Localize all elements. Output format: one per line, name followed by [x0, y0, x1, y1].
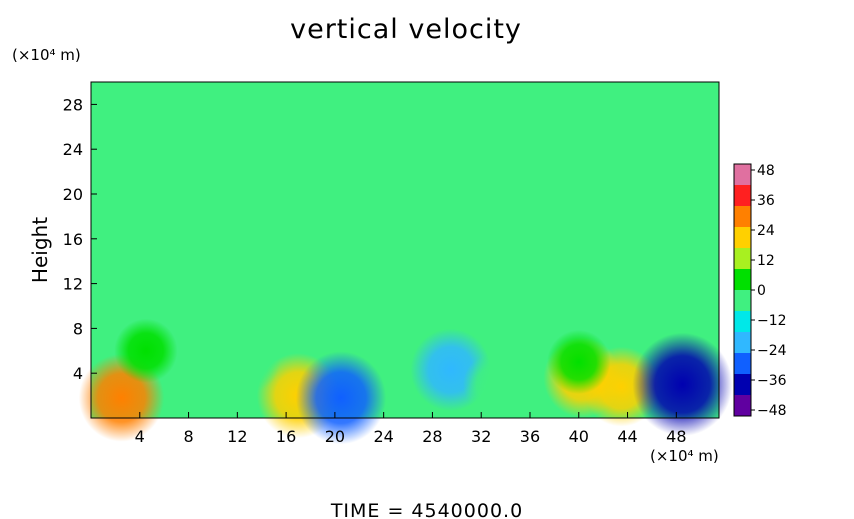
chart-title: vertical velocity: [290, 14, 522, 45]
x-unit-label: (×10⁴ m): [650, 447, 719, 465]
y-tick-label: 20: [63, 185, 83, 204]
colorbar-tick-label: −36: [757, 373, 787, 389]
colorbar-block: [734, 248, 751, 269]
y-tick-label: 28: [63, 95, 83, 114]
y-axis-ticks: 4 8 12 16 20 24 28: [63, 95, 97, 383]
x-tick-label: 40: [569, 427, 589, 446]
x-tick-label: 32: [471, 427, 491, 446]
field-features: [78, 318, 733, 445]
colorbar-block: [734, 185, 751, 206]
colorbar-block: [734, 311, 751, 332]
time-annotation: TIME = 4540000.0: [330, 500, 523, 519]
colorbar-block: [734, 206, 751, 227]
x-tick-label: 24: [373, 427, 393, 446]
x-tick-label: 16: [276, 427, 296, 446]
x-tick-label: 36: [520, 427, 540, 446]
colorbar-labels: 48 36 24 12 0 −12 −24 −36 −48: [751, 163, 787, 419]
colorbar-blocks: [734, 164, 751, 416]
y-tick-label: 16: [63, 230, 83, 249]
y-tick-label: 8: [73, 319, 83, 338]
colorbar-tick-label: 48: [757, 163, 775, 179]
field-feature: [114, 318, 178, 383]
field-feature: [462, 353, 524, 416]
x-tick-label: 20: [325, 427, 345, 446]
colorbar-tick-label: 24: [757, 223, 775, 239]
colorbar-tick-label: 0: [757, 283, 766, 299]
x-tick-label: 28: [422, 427, 442, 446]
x-tick-label: 8: [183, 427, 193, 446]
colorbar-tick-label: 12: [757, 253, 775, 269]
colorbar: 48 36 24 12 0 −12 −24 −36 −48: [733, 163, 787, 419]
plot-frame: [90, 81, 720, 419]
colorbar-block: [734, 164, 751, 185]
colorbar-block: [734, 269, 751, 290]
x-tick-label: 4: [135, 427, 145, 446]
colorbar-block: [734, 353, 751, 374]
x-tick-label: 12: [227, 427, 247, 446]
field-feature: [219, 331, 281, 393]
colorbar-tick-label: −48: [757, 403, 787, 419]
colorbar-block: [734, 374, 751, 395]
y-tick-label: 4: [73, 364, 83, 383]
y-unit-label: (×10⁴ m): [12, 46, 81, 64]
y-tick-label: 12: [63, 275, 83, 294]
colorbar-block: [734, 290, 751, 311]
y-tick-label: 24: [63, 140, 83, 159]
x-tick-label: 48: [666, 427, 686, 446]
y-axis-label: Height: [28, 217, 52, 283]
colorbar-block: [734, 227, 751, 248]
colorbar-block: [734, 395, 751, 416]
colorbar-tick-label: −12: [757, 313, 787, 329]
field-feature: [632, 332, 733, 437]
colorbar-tick-label: 36: [757, 193, 775, 209]
field-feature: [547, 329, 611, 395]
colorbar-block: [734, 332, 751, 353]
x-axis-ticks: 4 8 12 16 20 24 28 32 36 40 44 48: [135, 412, 687, 446]
field-feature: [295, 351, 387, 445]
colorbar-tick-label: −24: [757, 343, 787, 359]
x-tick-label: 44: [617, 427, 637, 446]
